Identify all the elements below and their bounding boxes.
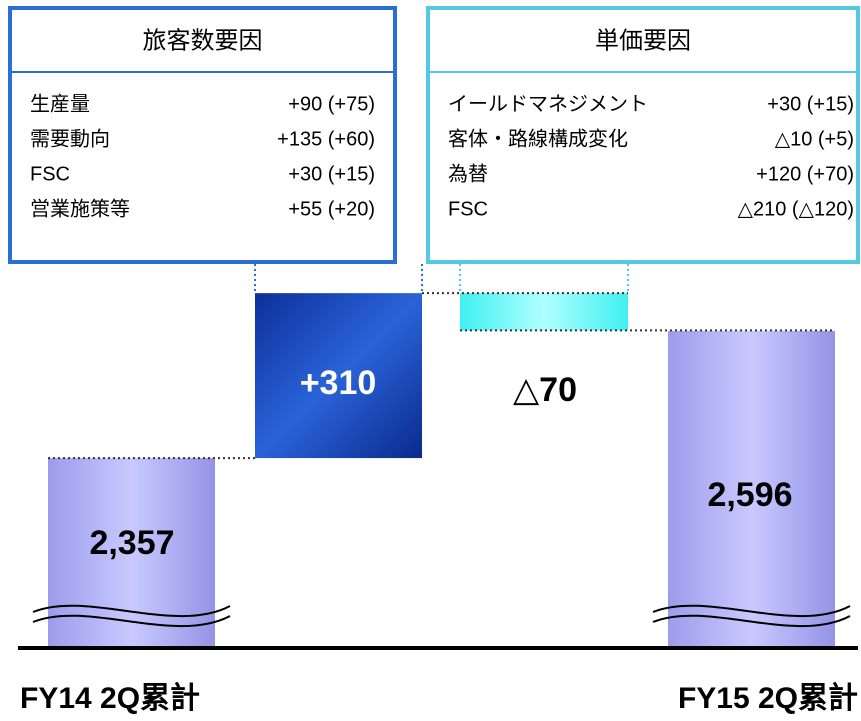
item-value: +30 (+15) <box>288 163 375 185</box>
value-label: +310 <box>300 364 377 402</box>
item-label: FSC <box>448 198 488 220</box>
factor-box <box>426 6 860 264</box>
item-value: △210 (△120) <box>738 198 854 220</box>
box-title: 旅客数要因 <box>143 27 263 54</box>
axis-break <box>32 614 231 628</box>
item-label: 需要動向 <box>30 127 110 150</box>
item-label: 為替 <box>448 162 488 185</box>
factor-box <box>8 6 397 264</box>
item-value: +30 (+15) <box>767 93 854 115</box>
item-value: +135 (+60) <box>277 128 375 150</box>
item-label: 営業施策等 <box>30 197 130 220</box>
item-label: FSC <box>30 163 70 185</box>
bar <box>460 293 628 331</box>
item-value: +90 (+75) <box>288 93 375 115</box>
category-label: FY14 2Q累計 <box>20 681 200 715</box>
box-title: 単価要因 <box>595 27 691 54</box>
item-value: △10 (+5) <box>775 128 854 150</box>
item-value: +120 (+70) <box>756 163 854 185</box>
bar <box>668 330 835 648</box>
bar <box>255 293 422 459</box>
category-label: FY15 2Q累計 <box>678 681 858 715</box>
item-label: 生産量 <box>30 92 90 115</box>
item-value: +55 (+20) <box>288 198 375 220</box>
value-label: △70 <box>513 371 577 409</box>
axis-break <box>652 604 851 618</box>
axis-break <box>652 614 851 628</box>
item-label: 客体・路線構成変化 <box>448 127 628 150</box>
value-label: 2,596 <box>707 476 792 514</box>
value-label: 2,357 <box>89 524 174 562</box>
item-label: イールドマネジメント <box>448 93 648 115</box>
axis-break <box>32 604 231 618</box>
